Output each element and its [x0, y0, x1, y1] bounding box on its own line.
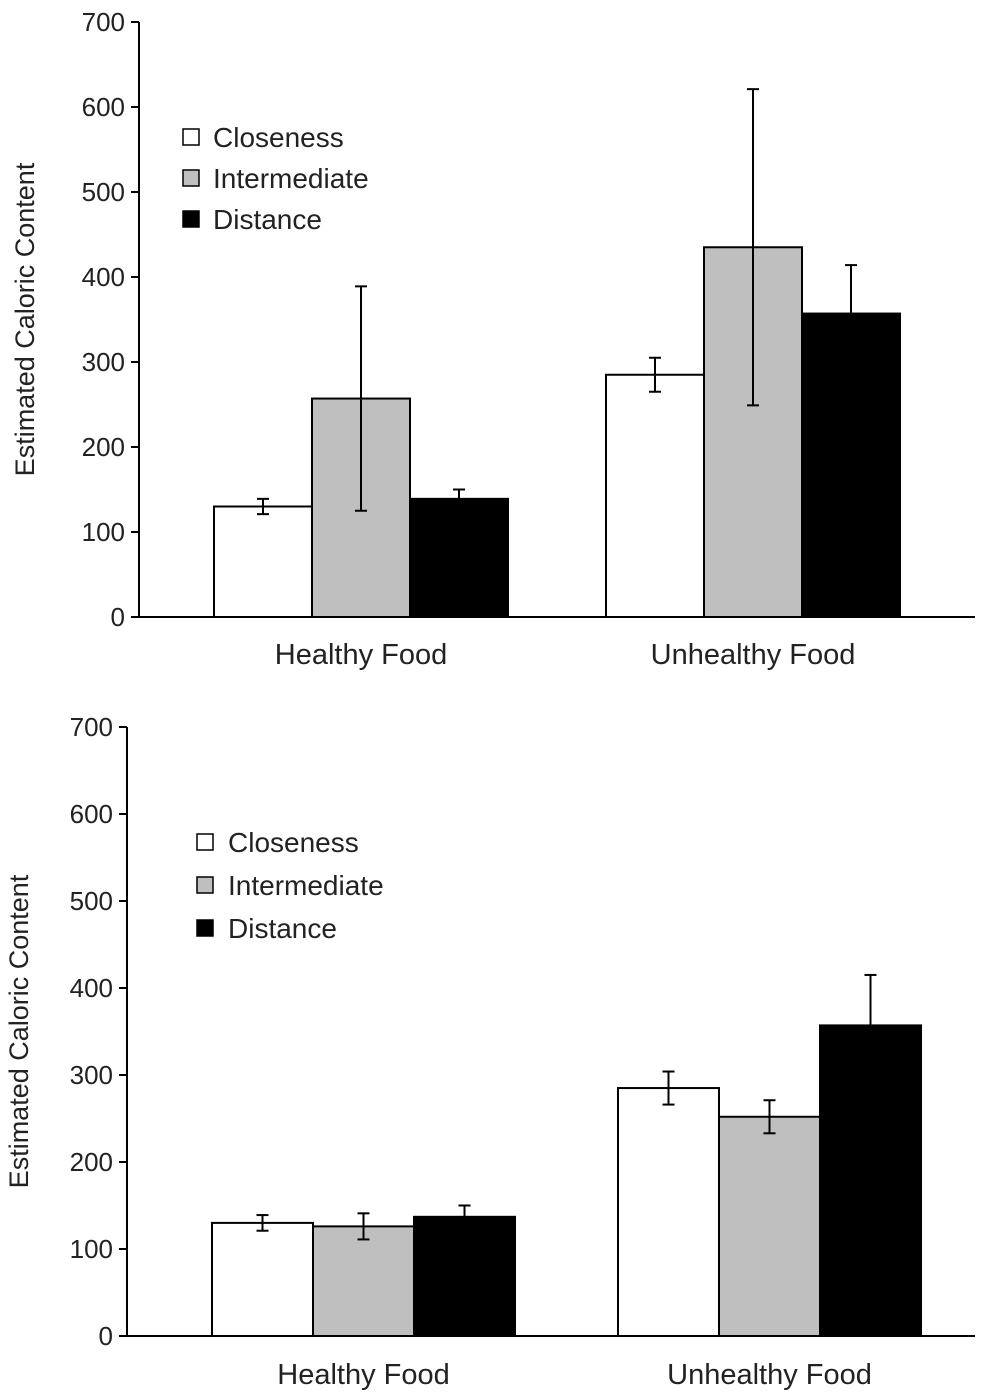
y-axis-title: Estimated Caloric Content	[10, 162, 40, 476]
legend-label-distance: Distance	[228, 913, 337, 944]
y-tick-label: 300	[82, 347, 125, 377]
legend-swatch-closeness	[182, 128, 200, 146]
y-tick-label: 200	[70, 1147, 113, 1177]
y-tick-label: 200	[82, 432, 125, 462]
bar-intermediate-unhealthy	[718, 1115, 821, 1338]
bar-distance-healthy	[413, 1215, 516, 1338]
y-tick-label: 500	[82, 177, 125, 207]
legend: Closeness Intermediate Distance	[182, 122, 369, 235]
y-tick-label: 700	[70, 712, 113, 742]
y-tick-label: 700	[82, 7, 125, 37]
x-category-label: Healthy Food	[277, 1359, 450, 1391]
legend-swatch-closeness	[196, 833, 214, 851]
y-axis-title: Estimated Caloric Content	[4, 874, 34, 1188]
bar-closeness-unhealthy	[605, 373, 705, 618]
error-bar	[864, 973, 877, 1077]
legend-swatch-intermediate	[182, 169, 200, 187]
legend-swatch-distance	[182, 210, 200, 228]
error-bar	[763, 1099, 776, 1135]
legend-swatch-distance	[196, 919, 214, 937]
bar-intermediate-healthy	[312, 1225, 415, 1338]
y-tick-label: 0	[111, 602, 125, 632]
bar-closeness-unhealthy	[617, 1087, 720, 1338]
y-tick-label: 400	[70, 973, 113, 1003]
y-tick-label: 400	[82, 262, 125, 292]
y-tick-label: 600	[82, 92, 125, 122]
y-tick-label: 100	[82, 517, 125, 547]
chart-bottom: 0 100 200 300 400 500 600 700 Healthy Food Unheal…	[4, 712, 975, 1391]
error-bar	[355, 285, 367, 512]
legend-label-distance: Distance	[213, 204, 322, 235]
legend-label-closeness: Closeness	[228, 827, 359, 858]
legend-swatch-intermediate	[196, 876, 214, 894]
x-category-label: Unhealthy Food	[651, 639, 856, 671]
error-bar	[747, 88, 759, 407]
legend: Closeness Intermediate Distance	[196, 827, 384, 944]
legend-label-intermediate: Intermediate	[213, 163, 369, 194]
x-category-label: Unhealthy Food	[667, 1359, 872, 1391]
error-bar	[357, 1212, 370, 1241]
legend-label-closeness: Closeness	[213, 122, 344, 153]
error-bar	[662, 1070, 675, 1106]
y-tick-label: 300	[70, 1060, 113, 1090]
bar-closeness-healthy	[213, 505, 313, 618]
y-tick-label: 100	[70, 1234, 113, 1264]
y-tick-label: 600	[70, 799, 113, 829]
x-category-label: Healthy Food	[275, 639, 448, 671]
bar-closeness-healthy	[211, 1221, 314, 1338]
y-tick-label: 500	[70, 886, 113, 916]
bar-distance-unhealthy	[801, 312, 901, 618]
error-bar	[453, 488, 465, 510]
y-tick-label: 0	[99, 1321, 113, 1351]
bar-distance-healthy	[409, 497, 509, 619]
chart-top: 0 100 200 300 400 500 600 700 Healthy Food Unheal…	[10, 7, 975, 671]
error-bar	[257, 497, 269, 516]
error-bar	[256, 1214, 269, 1232]
error-bar	[649, 356, 661, 393]
error-bar	[845, 264, 857, 363]
error-bar	[458, 1204, 471, 1230]
legend-label-intermediate: Intermediate	[228, 870, 384, 901]
